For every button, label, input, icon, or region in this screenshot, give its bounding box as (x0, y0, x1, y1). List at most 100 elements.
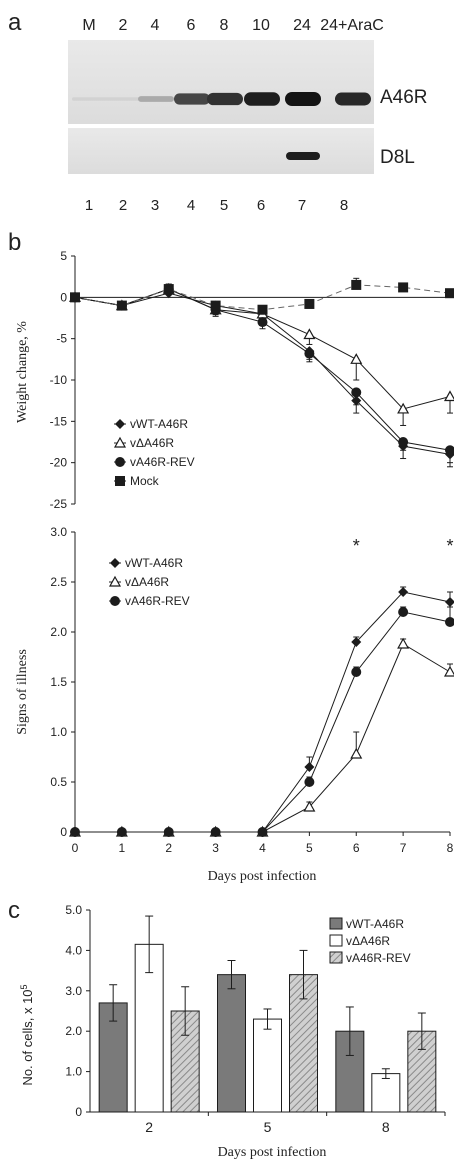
x-tick-label: 5 (306, 841, 313, 855)
point-mock (163, 284, 174, 295)
point-v-a46r (443, 390, 454, 402)
lane-number-7: 7 (298, 197, 306, 214)
y-tick-label: 0.5 (50, 775, 67, 789)
y-tick-label: 1.0 (65, 1065, 82, 1079)
weight-change-chart: 5 0 -5 -10 -15 -20 -25 vWT-A46R vΔA46R vA46R-REV… (15, 249, 454, 511)
point-v-a46r (303, 328, 316, 340)
panel-label-a: a (8, 9, 22, 36)
legend-label-va46r-rev: vA46R-REV (130, 455, 195, 469)
bar-vwt-a46r (217, 974, 246, 1113)
blot-a46r-membrane (68, 40, 374, 124)
legend-label-va46r-rev: vA46R-REV (346, 951, 411, 965)
lane-number-4: 4 (187, 197, 195, 214)
legend-label-vwt-a46r: vWT-A46R (346, 917, 404, 931)
a46r-band-lane-8 (335, 92, 371, 106)
point-va46r-rev (304, 777, 315, 787)
bar-x-axis-label: Days post infection (218, 1145, 327, 1160)
illness-x-axis-label: Days post infection (208, 869, 317, 884)
legend-label-vwt-a46r: vWT-A46R (130, 417, 188, 431)
significance-marker: * (446, 536, 453, 556)
a46r-band-lane-5 (207, 92, 243, 106)
y-tick-label: -5 (56, 332, 67, 346)
series-line-va46r-rev (75, 611, 451, 833)
x-category-label: 8 (382, 1119, 390, 1135)
y-tick-label: 0 (75, 1105, 82, 1119)
bar-y-axis-label-exponent: 5 (19, 984, 29, 989)
point-va46r-rev (163, 827, 174, 837)
point-va46r-rev (351, 667, 362, 677)
legend-marker-vwt-a46r (110, 558, 120, 568)
y-tick-label: 3.0 (50, 525, 67, 539)
lane-number-6: 6 (257, 197, 265, 214)
y-tick-label: 0 (60, 290, 67, 304)
bar-v-a46r (253, 1018, 282, 1113)
x-tick-label: 4 (259, 841, 266, 855)
band-label-a46r: A46R (380, 87, 428, 108)
legend-marker-v-a46r (113, 436, 127, 448)
illness-y-axis-label: Signs of illness (15, 649, 30, 735)
legend-label-v-a46r: vΔA46R (125, 575, 169, 589)
point-va46r-rev (116, 827, 127, 837)
a46r-band-lane-6 (244, 92, 280, 106)
x-tick-label: 1 (119, 841, 126, 855)
legend-marker-va46r-rev (115, 457, 125, 467)
legend-label-vwt-a46r: vWT-A46R (125, 556, 183, 570)
y-tick-label: 1.5 (50, 675, 67, 689)
signs-of-illness-chart: 0 0.5 1.0 1.5 2.0 2.5 3.0 0 1 2 3 4 5 6 7 8 vWT-A46R vΔA… (15, 525, 454, 884)
legend-marker-mock (115, 476, 125, 486)
y-tick-label: -10 (50, 373, 68, 387)
point-v-a46r (397, 637, 410, 649)
lane-header-2: 2 (119, 17, 128, 34)
point-v-a46r (303, 800, 316, 812)
point-va46r-rev (445, 445, 454, 456)
y-tick-label: 5.0 (65, 903, 82, 917)
y-tick-label: -20 (50, 456, 68, 470)
series-line-v-a46r (75, 643, 451, 833)
point-va46r-rev (70, 827, 80, 837)
lane-header-5: 8 (220, 17, 229, 34)
legend-swatch-vwt-a46r (329, 917, 343, 930)
point-v-a46r (443, 665, 454, 677)
point-mock (445, 288, 454, 299)
point-v-a46r (350, 353, 363, 364)
lane-header-6: 10 (252, 17, 270, 34)
legend-swatch-va46r-rev (329, 951, 343, 964)
point-vwt-a46r (304, 762, 315, 772)
series-line-vwt-a46r (75, 591, 451, 833)
lane-header-4: 6 (187, 17, 196, 34)
legend-label-v-a46r: vΔA46R (130, 436, 174, 450)
lane-number-8: 8 (340, 197, 348, 214)
y-tick-label: -15 (50, 414, 68, 428)
lane-number-1: 1 (85, 197, 93, 214)
lane-number-2: 2 (119, 197, 127, 214)
point-va46r-rev (398, 607, 409, 617)
a46r-band-lane-7 (285, 92, 321, 106)
lane-number-3: 3 (151, 197, 159, 214)
panel-label-c: c (8, 897, 20, 924)
point-vwt-a46r (398, 587, 409, 597)
bar-y-axis-label: No. of cells, x 105 (19, 984, 35, 1085)
x-tick-label: 8 (447, 841, 454, 855)
a46r-band-lane-3 (138, 96, 174, 102)
point-va46r-rev (304, 348, 315, 359)
cell-count-bar-chart: 0 1.0 2.0 3.0 4.0 5.0 2 5 8 vWT-A46R vΔA46R vA46R-… (19, 903, 446, 1160)
x-category-label: 5 (264, 1119, 272, 1135)
point-vwt-a46r (351, 637, 362, 647)
y-tick-label: 2.5 (50, 575, 67, 589)
point-mock (70, 292, 80, 303)
bar-y-axis-label-text: No. of cells, x 10 (20, 989, 35, 1085)
x-category-label: 2 (145, 1119, 153, 1135)
legend-marker-vwt-a46r (115, 419, 125, 429)
lane-header-8: 24+AraC (320, 17, 384, 34)
blot-d8l-membrane (68, 128, 374, 174)
significance-marker: * (353, 536, 360, 556)
lane-header-7: 24 (293, 17, 311, 34)
y-tick-label: -25 (50, 497, 68, 511)
point-va46r-rev (445, 617, 454, 627)
point-v-a46r (397, 402, 410, 414)
band-label-d8l: D8L (380, 147, 415, 168)
x-tick-label: 2 (165, 841, 172, 855)
point-mock (304, 298, 315, 309)
x-tick-label: 3 (212, 841, 219, 855)
a46r-band-lane-2 (106, 97, 142, 101)
